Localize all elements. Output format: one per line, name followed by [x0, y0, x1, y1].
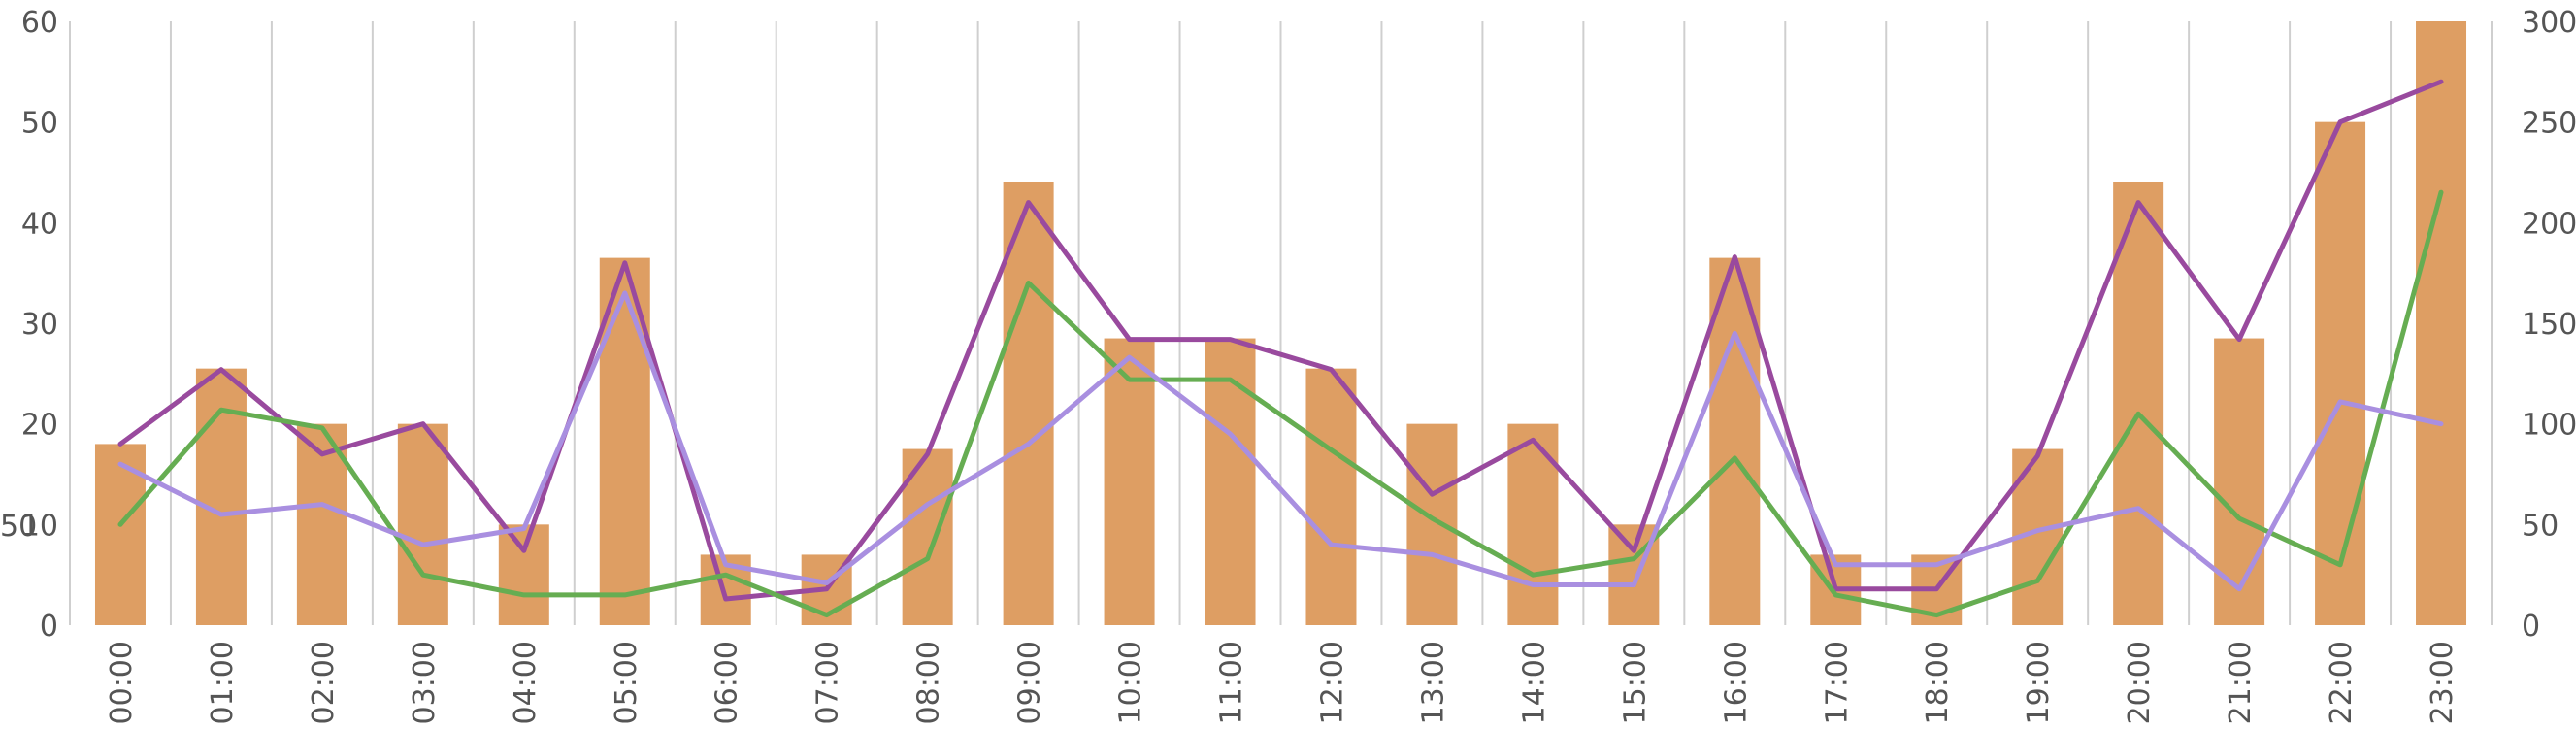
- bar: [195, 368, 247, 625]
- right-axis-tick-label: 300: [2522, 6, 2576, 40]
- left-axis-tick-label: 30: [21, 308, 58, 342]
- left-axis: 0 10 20 30 40 50 60: [21, 6, 58, 644]
- x-axis-tick-label: 02:00: [307, 641, 341, 724]
- x-axis-tick-label: 09:00: [1013, 641, 1047, 724]
- x-axis-tick-label: 23:00: [2426, 641, 2460, 724]
- x-axis-tick-label: 17:00: [1820, 641, 1854, 724]
- x-axis-tick-label: 03:00: [408, 641, 442, 724]
- x-axis-tick-label: 19:00: [2022, 641, 2056, 724]
- bar: [2113, 182, 2164, 625]
- x-axis-tick-label: 10:00: [1114, 641, 1148, 724]
- bar-layer: [94, 21, 2467, 625]
- x-axis-tick-label: 11:00: [1215, 641, 1249, 724]
- bar: [1205, 338, 1256, 625]
- x-axis-tick-label: 05:00: [610, 641, 644, 724]
- series-line: [117, 290, 2444, 592]
- bar: [1406, 423, 1458, 625]
- bar: [1507, 423, 1559, 625]
- x-axis-tick-label: 14:00: [1517, 641, 1551, 724]
- left-axis-tick-label: 10: [21, 509, 58, 543]
- x-axis-tick-label: 20:00: [2123, 641, 2157, 724]
- left-axis-tick-label: 20: [21, 409, 58, 443]
- left-axis-tick-label: 0: [40, 610, 58, 644]
- bar: [498, 524, 549, 625]
- x-axis-tick-label: 06:00: [710, 641, 744, 724]
- left-axis-tick-label: 60: [21, 6, 58, 40]
- bar: [2315, 121, 2366, 625]
- left-axis-tick-label: 50: [21, 107, 58, 141]
- x-axis-tick-label: 15:00: [1618, 641, 1652, 724]
- x-axis-tick-label: 22:00: [2325, 641, 2359, 724]
- x-axis-tick-label: 13:00: [1416, 641, 1450, 724]
- line-layer: [117, 79, 2444, 618]
- bar: [397, 423, 448, 625]
- x-axis-tick-label: 07:00: [811, 641, 845, 724]
- right-axis-tick-label: 150: [2522, 308, 2576, 342]
- bar: [2214, 338, 2265, 625]
- left-axis-tick-label: 40: [21, 207, 58, 241]
- bar: [1305, 368, 1357, 625]
- x-axis-tick-label: 21:00: [2224, 641, 2258, 724]
- series-line: [117, 189, 2444, 618]
- x-axis-tick-label: 04:00: [509, 641, 543, 724]
- x-axis-tick-label: 08:00: [912, 641, 946, 724]
- right-axis-tick-label: 0: [2522, 610, 2540, 644]
- x-axis-tick-label: 01:00: [206, 641, 240, 724]
- grid-layer: [69, 21, 2493, 625]
- x-axis: 00:00 01:00 02:00 03:00 04:00 05:00 06:00 07:00…: [105, 641, 2460, 724]
- bar: [1003, 182, 1054, 625]
- right-axis-tick-label: 100: [2522, 409, 2576, 443]
- stray-axis-label: 50: [0, 510, 37, 544]
- x-axis-tick-label: 18:00: [1921, 641, 1955, 724]
- right-axis: 0 50 100 150 200 250 300: [2522, 6, 2576, 644]
- right-axis-tick-label: 250: [2522, 107, 2576, 141]
- x-axis-tick-label: 12:00: [1315, 641, 1349, 724]
- x-axis-tick-label: 16:00: [1719, 641, 1753, 724]
- right-axis-tick-label: 50: [2522, 509, 2559, 543]
- x-axis-tick-label: 00:00: [105, 641, 139, 724]
- bar: [1104, 338, 1155, 625]
- bar: [2416, 21, 2467, 625]
- bar: [296, 423, 347, 625]
- right-axis-tick-label: 200: [2522, 207, 2576, 241]
